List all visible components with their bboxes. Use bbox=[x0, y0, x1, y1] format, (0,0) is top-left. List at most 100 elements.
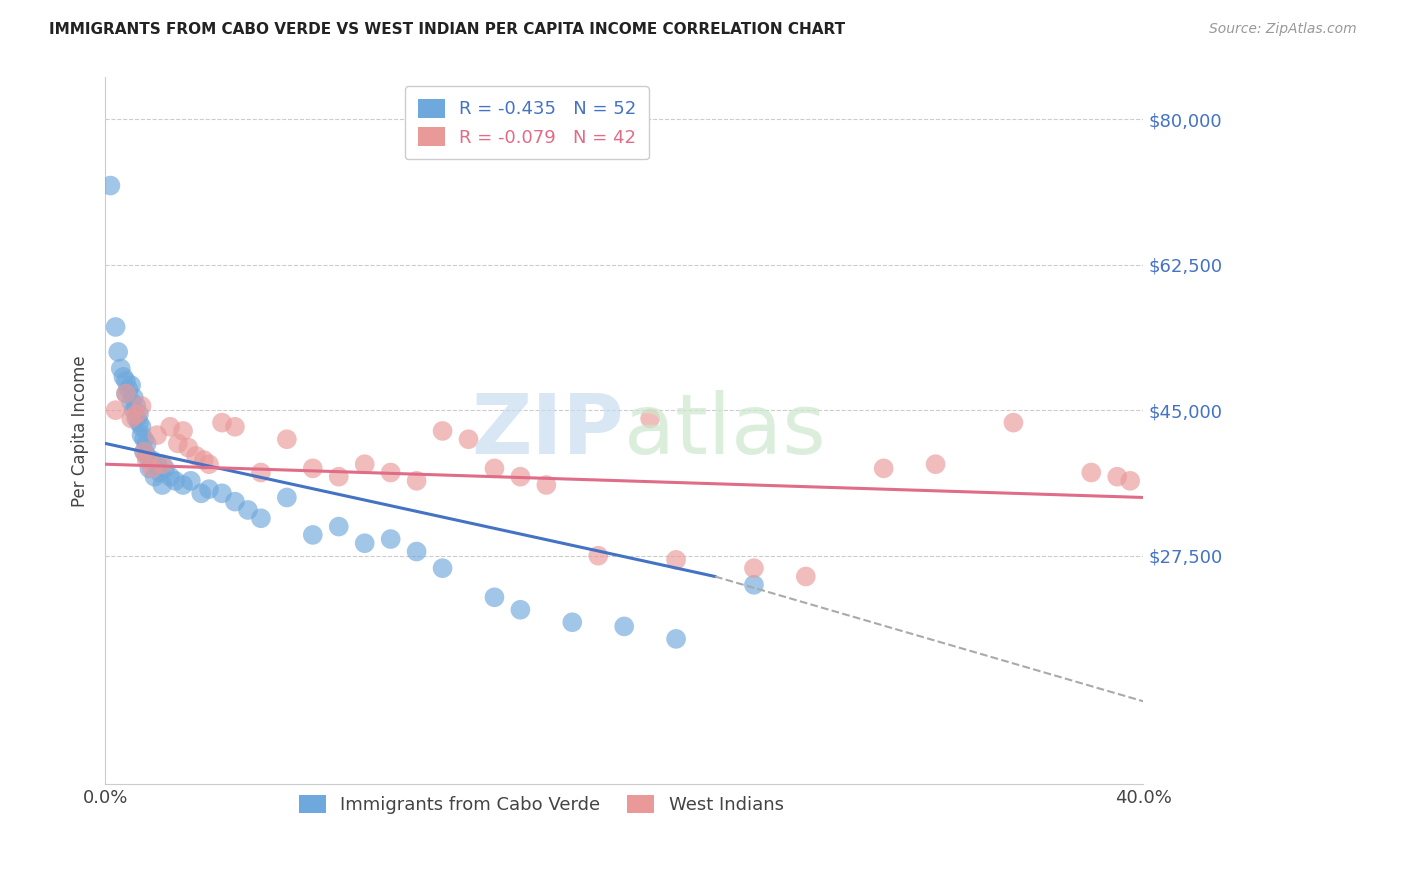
Point bbox=[150, 478, 173, 492]
Point bbox=[561, 615, 583, 630]
Point bbox=[457, 432, 479, 446]
Point bbox=[211, 416, 233, 430]
Point bbox=[224, 494, 246, 508]
Point bbox=[638, 411, 661, 425]
Point bbox=[141, 453, 163, 467]
Point bbox=[190, 486, 212, 500]
Point bbox=[250, 511, 273, 525]
Point bbox=[146, 428, 169, 442]
Point bbox=[135, 449, 157, 463]
Point bbox=[794, 569, 817, 583]
Point bbox=[134, 444, 156, 458]
Point bbox=[143, 469, 166, 483]
Text: ZIP: ZIP bbox=[471, 391, 624, 472]
Point bbox=[134, 432, 156, 446]
Point bbox=[380, 466, 402, 480]
Point bbox=[180, 474, 202, 488]
Point bbox=[112, 370, 135, 384]
Point bbox=[125, 407, 148, 421]
Point bbox=[224, 419, 246, 434]
Point bbox=[509, 603, 531, 617]
Point bbox=[484, 591, 506, 605]
Point bbox=[924, 457, 946, 471]
Point bbox=[250, 466, 273, 480]
Point bbox=[193, 453, 215, 467]
Point bbox=[159, 469, 181, 483]
Point bbox=[117, 382, 139, 396]
Point bbox=[432, 561, 454, 575]
Point bbox=[873, 461, 896, 475]
Point bbox=[484, 461, 506, 475]
Point bbox=[276, 491, 298, 505]
Point bbox=[131, 428, 153, 442]
Point bbox=[138, 461, 160, 475]
Point bbox=[104, 320, 127, 334]
Point bbox=[122, 391, 145, 405]
Point bbox=[177, 441, 200, 455]
Point bbox=[120, 378, 142, 392]
Point bbox=[1002, 416, 1025, 430]
Point bbox=[100, 178, 122, 193]
Point bbox=[211, 486, 233, 500]
Point bbox=[149, 466, 172, 480]
Point bbox=[536, 478, 558, 492]
Point bbox=[509, 469, 531, 483]
Point bbox=[742, 578, 765, 592]
Point bbox=[125, 411, 148, 425]
Point bbox=[146, 457, 169, 471]
Point bbox=[665, 632, 688, 646]
Point bbox=[120, 394, 142, 409]
Point bbox=[380, 532, 402, 546]
Point bbox=[134, 444, 156, 458]
Point bbox=[165, 474, 187, 488]
Point bbox=[301, 461, 323, 475]
Point bbox=[150, 457, 173, 471]
Point bbox=[135, 436, 157, 450]
Point bbox=[665, 553, 688, 567]
Y-axis label: Per Capita Income: Per Capita Income bbox=[72, 355, 89, 507]
Point bbox=[128, 407, 150, 421]
Point bbox=[120, 411, 142, 425]
Point bbox=[405, 544, 427, 558]
Point bbox=[135, 453, 157, 467]
Point bbox=[104, 403, 127, 417]
Text: Source: ZipAtlas.com: Source: ZipAtlas.com bbox=[1209, 22, 1357, 37]
Point bbox=[198, 457, 221, 471]
Point bbox=[153, 461, 176, 475]
Point bbox=[184, 449, 207, 463]
Point bbox=[353, 457, 375, 471]
Point bbox=[141, 461, 163, 475]
Point bbox=[236, 503, 259, 517]
Point bbox=[115, 386, 138, 401]
Point bbox=[328, 469, 350, 483]
Point bbox=[613, 619, 636, 633]
Point bbox=[107, 345, 129, 359]
Point bbox=[131, 419, 153, 434]
Point bbox=[301, 528, 323, 542]
Point bbox=[172, 424, 194, 438]
Point bbox=[742, 561, 765, 575]
Point bbox=[328, 519, 350, 533]
Point bbox=[159, 419, 181, 434]
Legend: Immigrants from Cabo Verde, West Indians: Immigrants from Cabo Verde, West Indians bbox=[288, 784, 794, 825]
Text: atlas: atlas bbox=[624, 391, 825, 472]
Point bbox=[167, 436, 190, 450]
Point bbox=[125, 399, 148, 413]
Point bbox=[115, 386, 138, 401]
Point bbox=[131, 399, 153, 413]
Point bbox=[405, 474, 427, 488]
Point bbox=[172, 478, 194, 492]
Point bbox=[1119, 474, 1142, 488]
Point bbox=[122, 403, 145, 417]
Point bbox=[128, 416, 150, 430]
Point bbox=[276, 432, 298, 446]
Point bbox=[110, 361, 132, 376]
Point bbox=[432, 424, 454, 438]
Point bbox=[198, 482, 221, 496]
Point bbox=[353, 536, 375, 550]
Point bbox=[1107, 469, 1129, 483]
Point bbox=[115, 374, 138, 388]
Point bbox=[1080, 466, 1102, 480]
Point bbox=[586, 549, 609, 563]
Text: IMMIGRANTS FROM CABO VERDE VS WEST INDIAN PER CAPITA INCOME CORRELATION CHART: IMMIGRANTS FROM CABO VERDE VS WEST INDIA… bbox=[49, 22, 845, 37]
